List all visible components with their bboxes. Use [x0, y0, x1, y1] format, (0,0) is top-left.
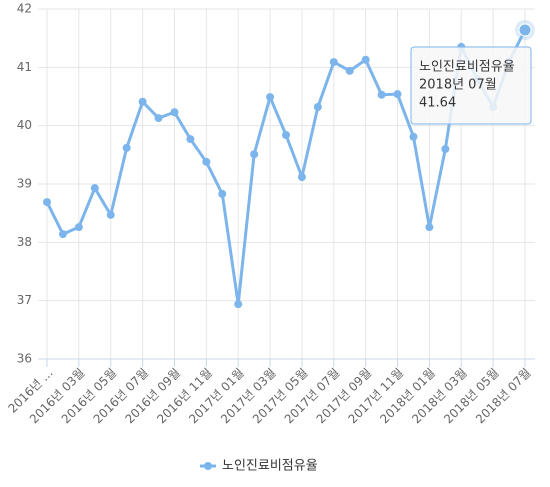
point	[266, 93, 275, 102]
point	[90, 184, 99, 193]
point	[409, 132, 418, 141]
point	[106, 210, 115, 219]
y-tick-label: 37	[17, 293, 32, 307]
point	[345, 66, 354, 75]
point	[250, 150, 259, 159]
y-tick-label: 42	[17, 2, 32, 16]
point	[122, 143, 131, 152]
tooltip-series: 노인진료비점유율	[419, 60, 515, 75]
point	[425, 223, 434, 232]
tooltip-box	[410, 46, 532, 125]
point	[441, 145, 450, 153]
point	[138, 97, 147, 106]
y-tick-label: 36	[17, 352, 32, 366]
point	[58, 230, 67, 239]
legend-label: 노인진료비점유율	[222, 459, 318, 474]
point	[329, 58, 338, 67]
point	[202, 157, 211, 166]
y-tick-label: 39	[17, 177, 32, 191]
point	[74, 223, 83, 232]
point	[282, 131, 290, 139]
y-tick-label: 40	[17, 118, 32, 132]
point	[43, 198, 51, 207]
point	[393, 90, 402, 99]
point	[170, 108, 179, 117]
tooltip-category: 2018년 07월	[419, 78, 497, 93]
point	[518, 23, 532, 37]
point	[234, 300, 243, 309]
point	[297, 173, 306, 181]
point	[377, 90, 386, 99]
point	[361, 55, 370, 64]
y-tick-label: 41	[17, 60, 32, 74]
point	[154, 114, 163, 123]
point	[313, 103, 322, 111]
point	[218, 189, 227, 198]
tooltip-value: 41.64	[419, 96, 456, 111]
y-tick-label: 38	[17, 235, 32, 249]
point	[186, 135, 195, 144]
legend-marker	[204, 462, 212, 470]
